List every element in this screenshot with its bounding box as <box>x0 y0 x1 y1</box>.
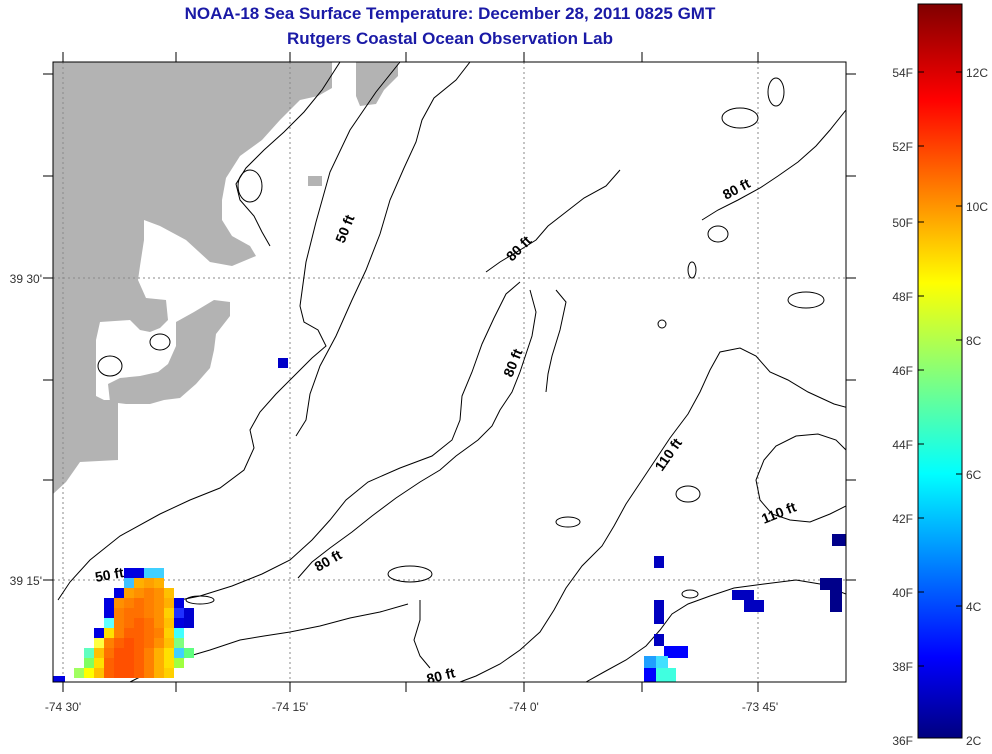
contour-label-80ft-e: 80 ft <box>425 664 457 687</box>
colorbar-f-label: 36F <box>892 734 913 748</box>
colorbar-f-label: 46F <box>892 364 913 378</box>
colorbar-f-label: 48F <box>892 290 913 304</box>
contour-label-50ft-b: 50 ft <box>94 564 125 585</box>
contour-80ft-east <box>545 289 567 393</box>
colorbar-f-label: 54F <box>892 66 913 80</box>
colorbar-c-label: 4C <box>966 600 982 614</box>
colorbar-ticks <box>918 71 962 667</box>
contour-blob-3 <box>707 225 729 243</box>
contour-blob-7 <box>237 169 263 203</box>
contour-deep-east <box>755 433 846 523</box>
contour-blob-1 <box>721 107 759 129</box>
land-island <box>356 62 398 106</box>
colorbar-f-label: 38F <box>892 660 913 674</box>
contour-blob-10 <box>555 516 581 528</box>
contour-blob-8 <box>149 333 171 351</box>
x-tick-label: -73 45' <box>742 700 778 714</box>
map-subtitle: Rutgers Coastal Ocean Observation Lab <box>287 29 613 48</box>
y-tick-label: 39 15' <box>10 574 42 588</box>
x-tick-label: -74 30' <box>45 700 81 714</box>
bathymetry-contours <box>57 62 846 682</box>
contour-blob-13 <box>657 319 667 329</box>
contour-110ft <box>459 347 846 682</box>
contour-50ft <box>57 62 401 601</box>
colorbar-f-label: 52F <box>892 140 913 154</box>
contour-80ft-ne2 <box>485 169 621 273</box>
contour-80ft-ne <box>701 109 846 221</box>
land-pixel <box>308 176 322 186</box>
y-tick-label: 39 30' <box>10 272 42 286</box>
x-tick-label: -74 0' <box>509 700 539 714</box>
contour-110ft-b <box>585 579 846 682</box>
contour-blob-14 <box>681 589 699 599</box>
contour-blob-6 <box>387 565 433 583</box>
x-tick-label: -74 15' <box>272 700 308 714</box>
colorbar-c-label: 8C <box>966 334 982 348</box>
contour-80ft-ridge <box>179 281 521 601</box>
contour-blob-5 <box>787 291 825 309</box>
map-frame <box>52 61 847 683</box>
colorbar-f-label: 42F <box>892 512 913 526</box>
grid-lines <box>53 62 846 682</box>
sst-pixels <box>53 358 846 682</box>
colorbar-f-label: 44F <box>892 438 913 452</box>
contour-blob-11 <box>185 595 215 605</box>
contour-blob-12 <box>687 261 697 279</box>
colorbar-c-label: 6C <box>966 468 982 482</box>
contour-50ft-b <box>235 62 341 247</box>
contour-blob-9 <box>97 355 123 377</box>
colorbar-c-label: 2C <box>966 734 982 748</box>
colorbar-c-label: 10C <box>966 200 988 214</box>
map-title: NOAA-18 Sea Surface Temperature: Decembe… <box>184 4 716 23</box>
contour-blob-4 <box>767 77 785 107</box>
contour-80ft-a <box>295 62 471 437</box>
colorbar-f-label: 40F <box>892 586 913 600</box>
contour-80ft-south <box>413 600 431 669</box>
axis-ticks <box>43 52 856 692</box>
land-barrier <box>108 300 230 404</box>
contour-80ft-ridge-b <box>297 289 537 579</box>
land-mass <box>53 62 332 494</box>
contour-blob-2 <box>675 485 701 503</box>
colorbar <box>917 3 963 739</box>
colorbar-f-label: 50F <box>892 216 913 230</box>
colorbar-c-label: 12C <box>966 66 988 80</box>
